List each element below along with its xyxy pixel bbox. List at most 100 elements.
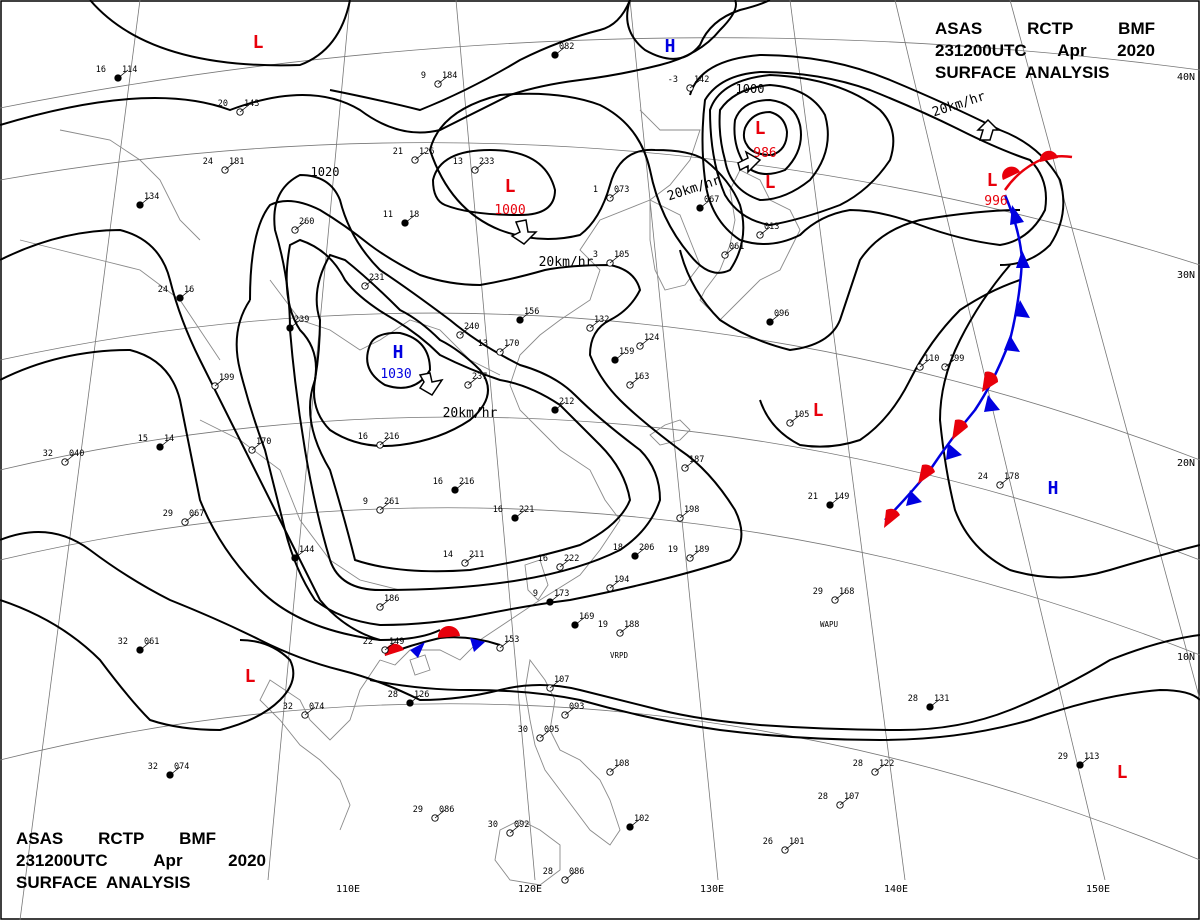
station-pressure: 108 <box>614 759 629 769</box>
station-pressure: 122 <box>879 759 894 769</box>
station-pressure: 149 <box>834 492 849 502</box>
station-temperature: 15 <box>138 434 148 444</box>
center-pressure-value: 986 <box>753 146 776 161</box>
station-wind-barb <box>589 319 601 329</box>
station-id: WAPU <box>820 620 838 629</box>
station-wind-barb <box>619 624 631 634</box>
station-wind-barb <box>364 277 376 287</box>
station-pressure: 170 <box>504 339 519 349</box>
isobar-1024 <box>285 238 632 573</box>
warm-front-semicircles <box>884 150 1058 528</box>
station-pressure: 156 <box>524 307 539 317</box>
cold-pip <box>1010 205 1024 225</box>
station-temperature: 19 <box>668 545 678 555</box>
station-temperature: 28 <box>908 694 918 704</box>
station-wind-barb <box>564 706 576 716</box>
station-pressure: 169 <box>579 612 594 622</box>
station-pressure: 092 <box>514 820 529 830</box>
station-pressure: 067 <box>189 509 204 519</box>
station-pressure: 134 <box>144 192 159 202</box>
station-pressure: 188 <box>624 620 639 630</box>
header-top-line1: ASAS RCTP BMF <box>935 18 1155 40</box>
header-bottom-time: 231200UTC <box>16 851 108 870</box>
header-bottom-code: BMF <box>179 829 216 848</box>
station-pressure: 126 <box>414 690 429 700</box>
station-wind-barb <box>117 69 129 79</box>
station-temperature: 13 <box>478 339 488 349</box>
arrow-996-low <box>976 118 1000 141</box>
station-wind-barb <box>294 221 306 231</box>
station-pressure: 040 <box>69 449 84 459</box>
station-wind-barb <box>829 496 841 506</box>
longitude-label: 110E <box>336 884 360 895</box>
station-pressure: 206 <box>639 543 654 553</box>
coast-japan-south <box>649 419 691 446</box>
station-wind-barb <box>574 616 586 626</box>
coastlines <box>19 109 801 886</box>
cold-front-triangles <box>906 205 1030 506</box>
station-pressure: 114 <box>122 65 137 75</box>
isobar-ne-1 <box>689 53 1065 266</box>
isobars <box>0 0 1200 742</box>
station-pressure: 067 <box>704 195 719 205</box>
warm-pip <box>918 464 935 484</box>
station-pressure: 105 <box>794 410 809 420</box>
station-pressure: 194 <box>614 575 629 585</box>
station-temperature: 1 <box>593 185 598 195</box>
station-wind-barb <box>839 796 851 806</box>
isobar-label: 1020 <box>311 165 340 179</box>
station-pressure: 101 <box>789 837 804 847</box>
parallel-20n <box>0 312 1200 461</box>
station-wind-barb <box>834 591 846 601</box>
cold-pip <box>946 443 962 460</box>
station-pressure: 181 <box>229 157 244 167</box>
station-wind-barb <box>139 641 151 651</box>
station-pressure: 18 <box>409 210 419 220</box>
low-pressure-center: L <box>765 172 776 193</box>
station-pressure: 142 <box>694 75 709 85</box>
isobar-nlow-1 <box>708 73 895 227</box>
station-temperature: -3 <box>668 75 678 85</box>
isobar-sw-3 <box>0 599 295 732</box>
station-wind-barb <box>224 161 236 171</box>
map-labels: 110E 120E 130E 140E 150E40N30N20N10N10001020… <box>43 32 1195 895</box>
station-pressure: 173 <box>554 589 569 599</box>
station-pressure: 107 <box>844 792 859 802</box>
isobar-1020 <box>273 173 662 592</box>
station-temperature: 28 <box>543 867 553 877</box>
station-wind-barb <box>689 79 701 89</box>
station-pressure: 073 <box>614 185 629 195</box>
station-wind-barb <box>874 763 886 773</box>
arrow-1030-high <box>418 372 444 397</box>
station-temperature: 21 <box>808 492 818 502</box>
station-temperature: 30 <box>488 820 498 830</box>
station-temperature: 29 <box>813 587 823 597</box>
isobar-nw-long <box>329 0 631 112</box>
header-bottom-month: Apr <box>153 851 183 870</box>
header-top-line2: 231200UTC Apr 2020 <box>935 40 1155 62</box>
station-temperature: 29 <box>413 805 423 815</box>
station-temperature: 30 <box>518 725 528 735</box>
station-temperature: 32 <box>283 702 293 712</box>
station-wind-barb <box>699 199 711 209</box>
station-wind-barb <box>304 706 316 716</box>
warm-pip <box>884 508 900 528</box>
isobar-nw-top <box>89 0 351 67</box>
station-wind-barb <box>64 453 76 463</box>
station-wind-barb <box>509 824 521 834</box>
parallel-extra <box>0 416 1200 561</box>
station-wind-barb <box>464 554 476 564</box>
isobar-1030 <box>366 331 432 389</box>
station-temperature: 3 <box>593 250 598 260</box>
station-wind-barb <box>184 513 196 523</box>
low-pressure-center: L <box>245 666 256 687</box>
station-temperature: 19 <box>598 620 608 630</box>
station-wind-barb <box>554 46 566 56</box>
station-temperature: 29 <box>163 509 173 519</box>
arrow-986-low <box>737 150 762 174</box>
station-pressure: 216 <box>384 432 399 442</box>
meridian-150e <box>894 0 1106 881</box>
cold-pip <box>1014 300 1030 318</box>
header-bottom-product: ASAS <box>16 829 64 848</box>
header-bottom-year: 2020 <box>228 851 266 870</box>
